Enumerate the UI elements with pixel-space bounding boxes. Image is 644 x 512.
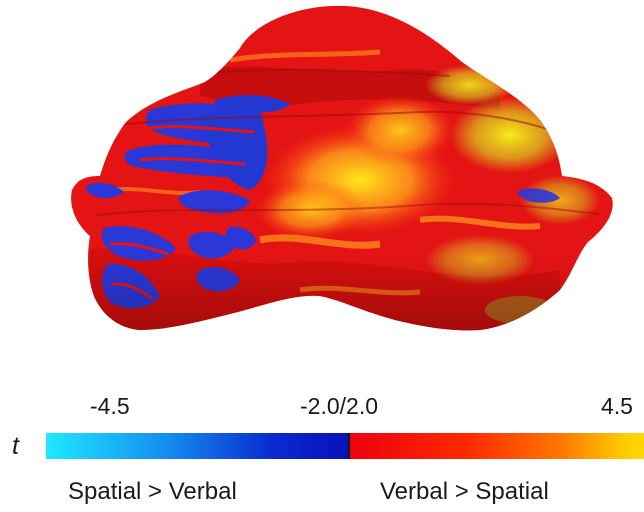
colorbar-separator [348, 433, 350, 459]
colorbar-positive-gradient [350, 433, 644, 459]
colorbar-tick-threshold: -2.0/2.0 [300, 393, 378, 419]
cerebellum-surface [71, 5, 613, 331]
condition-label-verbal-gt-spatial: Verbal > Spatial [380, 478, 549, 505]
colorbar-negative-gradient [46, 433, 349, 459]
colorbar-stat-label: t [12, 432, 19, 460]
condition-label-spatial-gt-verbal: Spatial > Verbal [68, 478, 237, 505]
colorbar-tick-max: 4.5 [601, 393, 633, 419]
colorbar-tick-min: -4.5 [90, 393, 130, 419]
colorbar [46, 433, 644, 459]
